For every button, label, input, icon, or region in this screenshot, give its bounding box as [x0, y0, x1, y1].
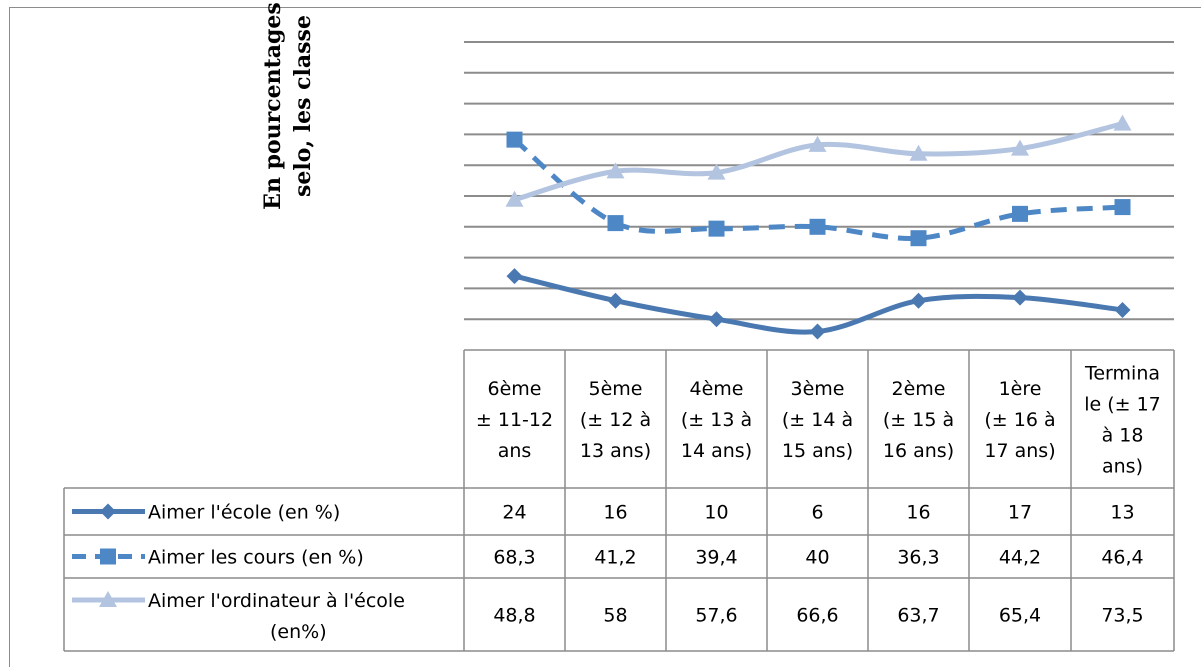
- legend-label: Aimer les cours (en %): [148, 547, 364, 569]
- data-label: 46,4: [1101, 547, 1143, 569]
- data-label: 16: [906, 502, 930, 524]
- data-table: 6ème ± 11-12 ans 5ème (± 12 à 13 ans) 4ème (± 1…: [63, 349, 1175, 652]
- data-label: 48,8: [493, 605, 535, 627]
- series-lines: [505, 114, 1132, 340]
- data-label: 16: [603, 502, 627, 524]
- data-point: [1114, 301, 1131, 318]
- category-label: 5ème (± 12 à 13 ans): [580, 378, 651, 462]
- data-point: [506, 131, 523, 148]
- data-label: 58: [603, 605, 627, 627]
- data-point: [607, 292, 624, 309]
- data-label: 10: [704, 502, 728, 524]
- data-point: [1011, 139, 1029, 156]
- data-point: [607, 215, 624, 232]
- legend-marker: [100, 503, 116, 520]
- data-label: 39,4: [695, 547, 737, 569]
- data-point: [809, 218, 826, 235]
- data-label: 13: [1110, 502, 1134, 524]
- legend-label: Aimer l'ordinateur à l'école (en%): [148, 590, 405, 643]
- category-label: 1ère (± 16 à 17 ans): [984, 378, 1055, 462]
- data-point: [909, 144, 928, 161]
- data-point: [1012, 289, 1028, 306]
- data-point: [1012, 205, 1028, 222]
- legend-marker: [100, 548, 116, 565]
- data-point: [910, 230, 927, 247]
- data-point: [707, 163, 726, 180]
- data-point: [910, 292, 927, 309]
- legend-label: Aimer l'école (en %): [148, 502, 340, 524]
- category-label: 4ème (± 13 à 14 ans): [681, 378, 752, 462]
- data-point: [708, 311, 725, 328]
- data-point: [505, 190, 524, 207]
- data-label: 66,6: [796, 605, 838, 627]
- category-label: 6ème ± 11-12 ans: [476, 378, 553, 462]
- data-label: 57,6: [695, 605, 737, 627]
- data-label: 40: [805, 547, 829, 569]
- data-label: 41,2: [594, 547, 636, 569]
- data-label: 73,5: [1101, 605, 1143, 627]
- data-label: 65,4: [999, 605, 1041, 627]
- data-point: [1114, 199, 1131, 216]
- legend-marker: [99, 591, 117, 607]
- data-label: 6: [811, 502, 823, 524]
- data-label: 24: [502, 502, 526, 524]
- data-point: [809, 323, 826, 340]
- data-point: [506, 268, 523, 285]
- data-point: [808, 135, 827, 152]
- gridlines: [464, 41, 1174, 321]
- data-point: [1113, 114, 1132, 131]
- data-label: 68,3: [493, 547, 535, 569]
- chart-frame: [9, 7, 1201, 667]
- category-label: 2ème (± 15 à 16 ans): [883, 378, 954, 462]
- series-line: [512, 273, 1125, 335]
- data-label: 17: [1008, 502, 1032, 524]
- data-label: 44,2: [999, 547, 1041, 569]
- data-point: [708, 220, 725, 237]
- data-label: 36,3: [897, 547, 939, 569]
- data-label: 63,7: [897, 605, 939, 627]
- category-label: 3ème (± 14 à 15 ans): [782, 378, 853, 462]
- category-label: Termina le (± 17 à 18 ans): [1084, 362, 1161, 477]
- data-point: [606, 162, 625, 179]
